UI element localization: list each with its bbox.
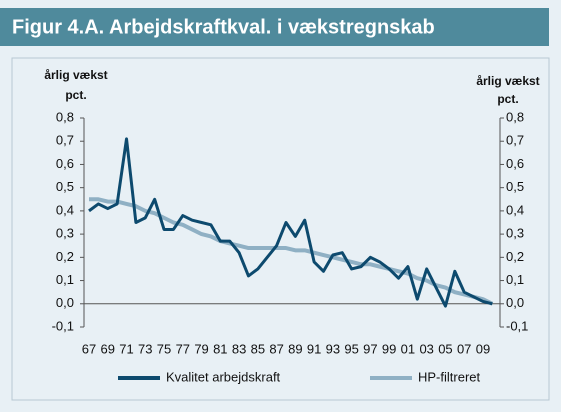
x-tick-label: 71 bbox=[119, 341, 133, 356]
x-tick-label: 69 bbox=[101, 341, 115, 356]
y-axis-label: årlig vækst bbox=[44, 68, 107, 82]
y-tick-label: 0,2 bbox=[56, 249, 74, 264]
y-tick-label: 0,8 bbox=[56, 109, 74, 124]
y2-axis-label: årlig vækst bbox=[476, 74, 539, 88]
x-tick-label: 87 bbox=[269, 341, 283, 356]
chart-title: Figur 4.A. Arbejdskraftkval. i vækstregn… bbox=[12, 16, 435, 38]
x-tick-label: 05 bbox=[438, 341, 452, 356]
x-tick-label: 81 bbox=[213, 341, 227, 356]
y2-tick-label: 0,2 bbox=[506, 249, 524, 264]
y2-tick-label: 0,5 bbox=[506, 179, 524, 194]
y-tick-label: 0,0 bbox=[56, 295, 74, 310]
frame bbox=[11, 57, 550, 401]
x-tick-label: 79 bbox=[194, 341, 208, 356]
y2-tick-label: 0,3 bbox=[506, 226, 524, 241]
legend-label: HP-filtreret bbox=[418, 369, 481, 384]
y-tick-label: 0,7 bbox=[56, 133, 74, 148]
x-tick-label: 95 bbox=[344, 341, 358, 356]
y2-tick-label: 0,8 bbox=[506, 109, 524, 124]
x-tick-label: 09 bbox=[476, 341, 490, 356]
y2-axis-unit: pct. bbox=[497, 92, 518, 106]
y-tick-label: 0,5 bbox=[56, 179, 74, 194]
y-tick-label: -0,1 bbox=[52, 318, 74, 333]
y2-tick-label: -0,1 bbox=[506, 318, 528, 333]
y-tick-label: 0,6 bbox=[56, 156, 74, 171]
y-axis-unit: pct. bbox=[65, 88, 86, 102]
series-line bbox=[89, 197, 494, 306]
x-tick-label: 91 bbox=[307, 341, 321, 356]
x-tick-label: 85 bbox=[251, 341, 265, 356]
x-tick-label: 83 bbox=[232, 341, 246, 356]
x-tick-label: 75 bbox=[157, 341, 171, 356]
header-bar bbox=[0, 8, 549, 46]
y-tick-label: 0,3 bbox=[56, 226, 74, 241]
series-line bbox=[88, 137, 493, 308]
y2-tick-label: 0,6 bbox=[506, 156, 524, 171]
y2-tick-label: 0,1 bbox=[506, 272, 524, 287]
x-tick-label: 89 bbox=[288, 341, 302, 356]
x-tick-label: 77 bbox=[176, 341, 190, 356]
x-tick-label: 67 bbox=[82, 341, 96, 356]
x-tick-label: 03 bbox=[419, 341, 433, 356]
y2-tick-label: 0,0 bbox=[506, 295, 524, 310]
x-tick-label: 99 bbox=[382, 341, 396, 356]
x-tick-label: 73 bbox=[138, 341, 152, 356]
x-tick-label: 07 bbox=[457, 341, 471, 356]
legend-label: Kvalitet arbejdskraft bbox=[166, 369, 281, 384]
y-tick-label: 0,4 bbox=[56, 202, 74, 217]
x-tick-label: 97 bbox=[363, 341, 377, 356]
x-tick-label: 93 bbox=[326, 341, 340, 356]
x-tick-label: 01 bbox=[401, 341, 415, 356]
y2-tick-label: 0,7 bbox=[506, 133, 524, 148]
y2-tick-label: 0,4 bbox=[506, 202, 524, 217]
y-tick-label: 0,1 bbox=[56, 272, 74, 287]
